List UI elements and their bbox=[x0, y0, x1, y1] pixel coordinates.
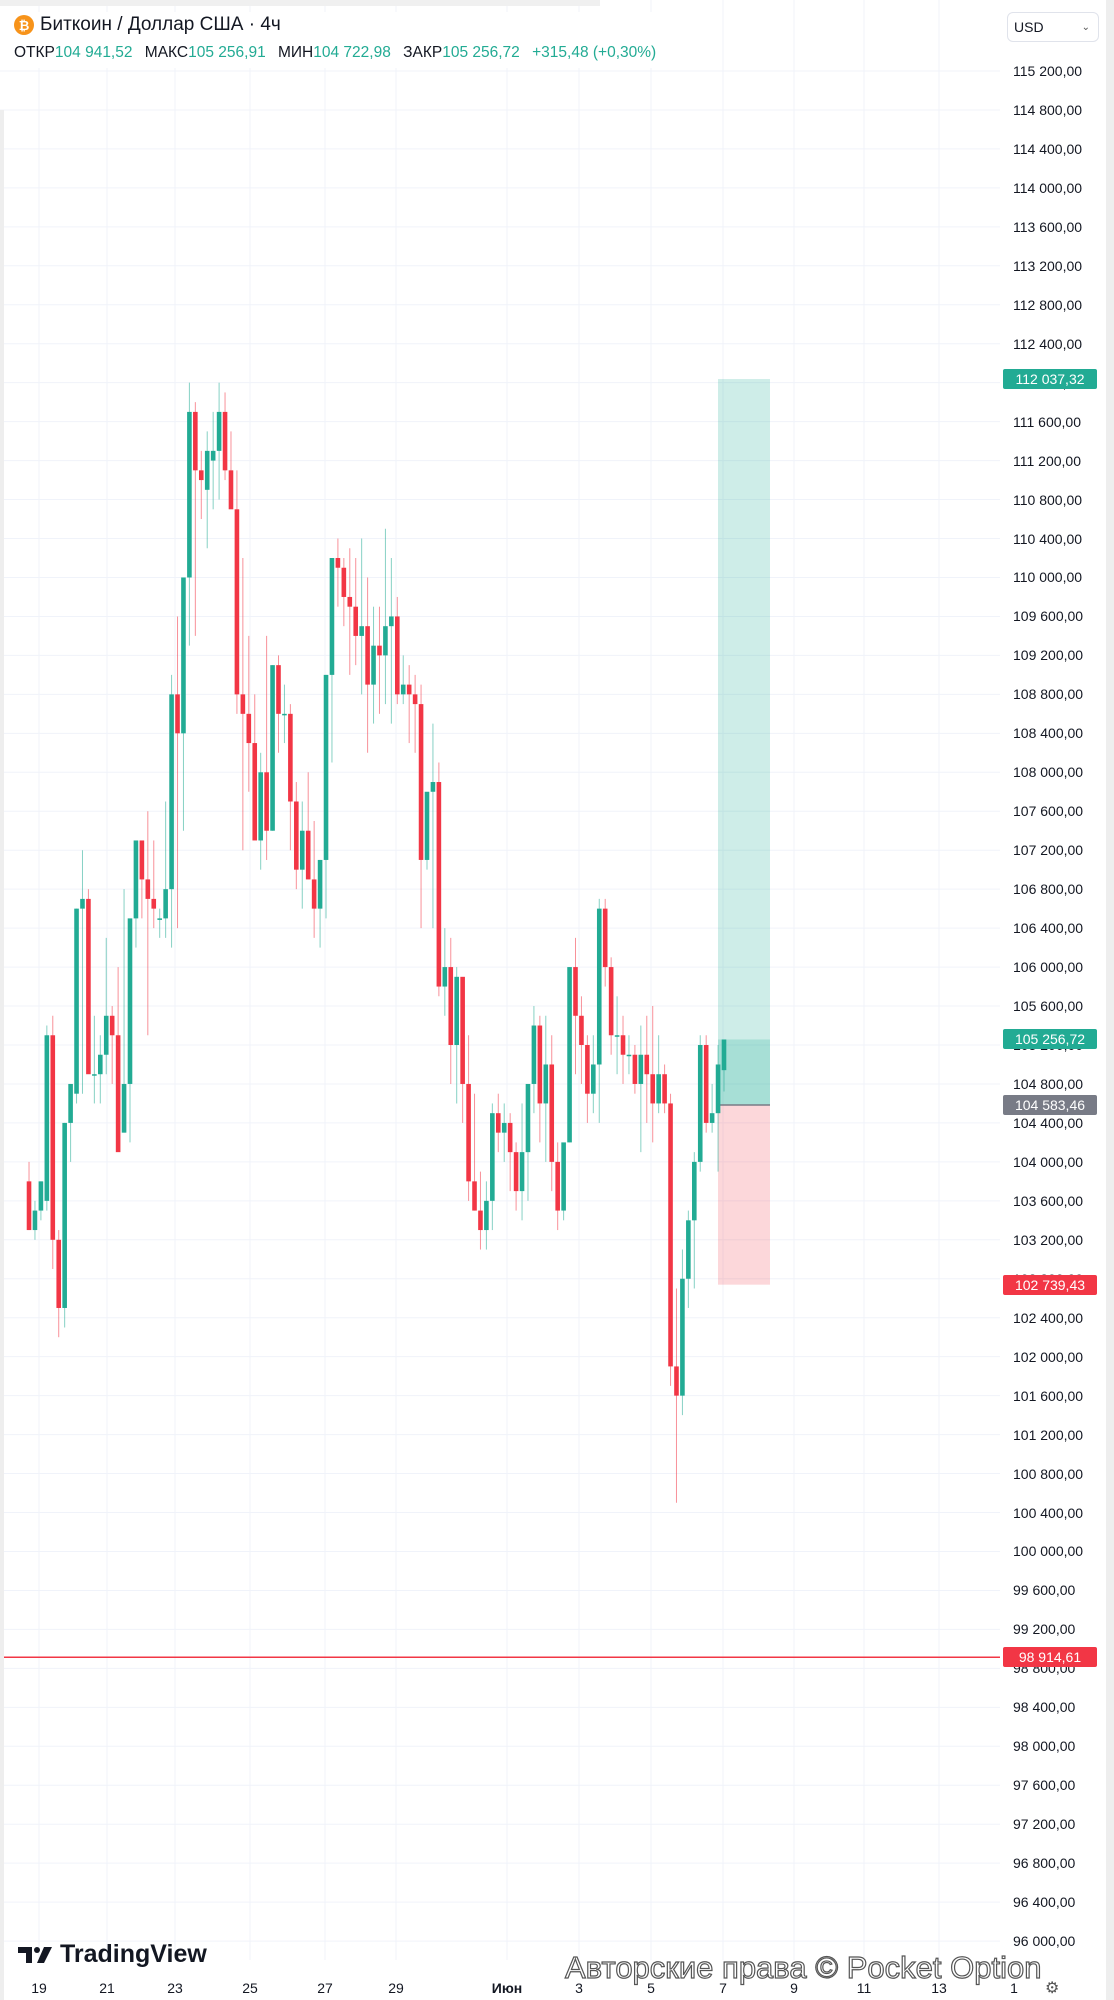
price-axis-label: 115 200,00 bbox=[1013, 63, 1083, 79]
price-axis-label: 114 400,00 bbox=[1013, 140, 1083, 157]
price-axis-label: 113 200,00 bbox=[1013, 257, 1083, 274]
tradingview-logo-icon bbox=[18, 1946, 52, 1963]
stop-loss-price-tag: 102 739,43 bbox=[1003, 1274, 1097, 1295]
price-axis-label: 108 000,00 bbox=[1013, 764, 1084, 781]
legend-header: ₿ Биткоин / Доллар США · 4ч ОТКР104 941,… bbox=[10, 12, 671, 68]
price-axis-label: 105 600,00 bbox=[1013, 998, 1084, 1015]
time-axis-label: 21 bbox=[99, 1980, 115, 1996]
settings-gear-icon[interactable]: ⚙ bbox=[1045, 1980, 1060, 1997]
price-axis-label: 106 800,00 bbox=[1013, 881, 1084, 898]
tradingview-logo-text: TradingView bbox=[60, 1940, 207, 1968]
take-profit-price-tag: 112 037,32 bbox=[1003, 369, 1097, 390]
price-axis-label: 101 600,00 bbox=[1013, 1387, 1084, 1404]
close-label: ЗАКР bbox=[403, 44, 443, 61]
time-axis-label: 19 bbox=[31, 1980, 47, 1996]
price-axis-label: 100 800,00 bbox=[1013, 1465, 1084, 1482]
price-axis-label: 112 800,00 bbox=[1013, 296, 1083, 313]
low-value: 104 722,98 bbox=[313, 44, 391, 61]
price-axis-label: 98 000,00 bbox=[1013, 1738, 1076, 1755]
price-axis-label: 101 200,00 bbox=[1013, 1426, 1084, 1443]
price-axis-label: 99 200,00 bbox=[1013, 1621, 1076, 1638]
copyright-watermark: Авторские права © Pocket Option bbox=[564, 1949, 1042, 1985]
price-axis-label: 103 600,00 bbox=[1013, 1192, 1084, 1209]
low-label: МИН bbox=[278, 44, 314, 61]
price-axis-label: 110 400,00 bbox=[1013, 530, 1083, 547]
price-axis-label: 104 400,00 bbox=[1013, 1114, 1084, 1131]
price-axis-label: 102 000,00 bbox=[1013, 1348, 1084, 1365]
price-axis-label: 106 000,00 bbox=[1013, 959, 1084, 976]
ohlc-values: ОТКР104 941,52 МАКС105 256,91 МИН104 722… bbox=[14, 44, 664, 62]
open-value: 104 941,52 bbox=[54, 44, 133, 61]
time-axis-label: 9 bbox=[790, 1980, 798, 1996]
left-border bbox=[0, 110, 4, 2000]
stop-loss-zone[interactable] bbox=[718, 1105, 770, 1285]
take-profit-zone[interactable] bbox=[718, 379, 770, 1106]
time-axis-label: 7 bbox=[719, 1980, 727, 1996]
price-axis-label: 100 400,00 bbox=[1013, 1504, 1084, 1521]
right-scrollbar[interactable] bbox=[1106, 0, 1114, 2000]
bitcoin-icon: ₿ bbox=[14, 15, 34, 35]
time-axis-label: 29 bbox=[388, 1980, 404, 1996]
open-label: ОТКР bbox=[14, 44, 55, 61]
entry-price-tag: 104 583,46 bbox=[1003, 1095, 1097, 1116]
time-axis-label: 3 bbox=[575, 1980, 583, 1996]
price-axis-label: 96 800,00 bbox=[1013, 1855, 1076, 1872]
time-axis-label: 1 bbox=[1010, 1980, 1018, 1996]
high-label: МАКС bbox=[144, 44, 189, 61]
close-value: 105 256,72 bbox=[442, 44, 520, 61]
price-axis-label: 113 600,00 bbox=[1013, 218, 1083, 235]
time-axis-label: 27 bbox=[317, 1980, 333, 1996]
price-axis-label: 104 800,00 bbox=[1013, 1075, 1084, 1092]
price-axis-label: 102 400,00 bbox=[1013, 1309, 1084, 1326]
last-price-price-tag: 105 256,72 bbox=[1003, 1029, 1097, 1050]
time-axis-label: 25 bbox=[242, 1980, 258, 1996]
time-axis-label: 5 bbox=[647, 1980, 655, 1996]
tradingview-logo[interactable]: TradingView bbox=[18, 1940, 207, 1969]
price-axis-label: 107 600,00 bbox=[1013, 803, 1084, 820]
price-axis-label: 96 400,00 bbox=[1013, 1894, 1076, 1911]
price-axis-label: 110 000,00 bbox=[1013, 569, 1083, 586]
price-axis-label: 109 200,00 bbox=[1013, 647, 1084, 664]
price-axis-label: 111 200,00 bbox=[1013, 452, 1081, 469]
price-axis-label: 97 600,00 bbox=[1013, 1777, 1076, 1794]
price-axis-label: 99 600,00 bbox=[1013, 1582, 1076, 1599]
currency-select[interactable]: USD ⌄ bbox=[1007, 12, 1099, 42]
price-axis-label: 110 800,00 bbox=[1013, 491, 1083, 508]
price-axis-label: 100 000,00 bbox=[1013, 1543, 1084, 1560]
horizontal-line-price-tag: 98 914,61 bbox=[1003, 1647, 1097, 1668]
price-axis-label: 106 400,00 bbox=[1013, 920, 1084, 937]
time-axis-label: 11 bbox=[856, 1980, 872, 1996]
chevron-down-icon: ⌄ bbox=[1081, 21, 1090, 33]
high-value: 105 256,91 bbox=[188, 44, 266, 61]
currency-value: USD bbox=[1014, 19, 1044, 35]
price-axis-label: 108 400,00 bbox=[1013, 725, 1084, 742]
price-axis-label: 114 800,00 bbox=[1013, 101, 1083, 118]
price-axis-label: 109 600,00 bbox=[1013, 608, 1084, 625]
candlestick-chart[interactable] bbox=[0, 0, 1000, 1960]
chart-plot-area[interactable] bbox=[0, 0, 1000, 1960]
price-axis-label: 112 400,00 bbox=[1013, 335, 1083, 352]
top-border bbox=[0, 0, 600, 6]
time-axis-label: 13 bbox=[931, 1980, 947, 1996]
time-axis-label: 23 bbox=[167, 1980, 183, 1996]
price-axis-label: 96 000,00 bbox=[1013, 1933, 1076, 1950]
price-axis-label: 103 200,00 bbox=[1013, 1231, 1084, 1248]
price-axis-label: 107 200,00 bbox=[1013, 842, 1084, 859]
price-axis-label: 114 000,00 bbox=[1013, 179, 1083, 196]
price-axis-label: 111 600,00 bbox=[1013, 413, 1081, 430]
price-axis-label: 104 000,00 bbox=[1013, 1153, 1084, 1170]
price-axis-label: 97 200,00 bbox=[1013, 1816, 1076, 1833]
price-axis-label: 108 800,00 bbox=[1013, 686, 1084, 703]
time-axis-label: Июн bbox=[491, 1980, 523, 1996]
price-axis-label: 98 400,00 bbox=[1013, 1699, 1076, 1716]
symbol-title[interactable]: Биткоин / Доллар США · 4ч bbox=[40, 14, 281, 35]
change-value: +315,48 (+0,30%) bbox=[532, 44, 657, 61]
